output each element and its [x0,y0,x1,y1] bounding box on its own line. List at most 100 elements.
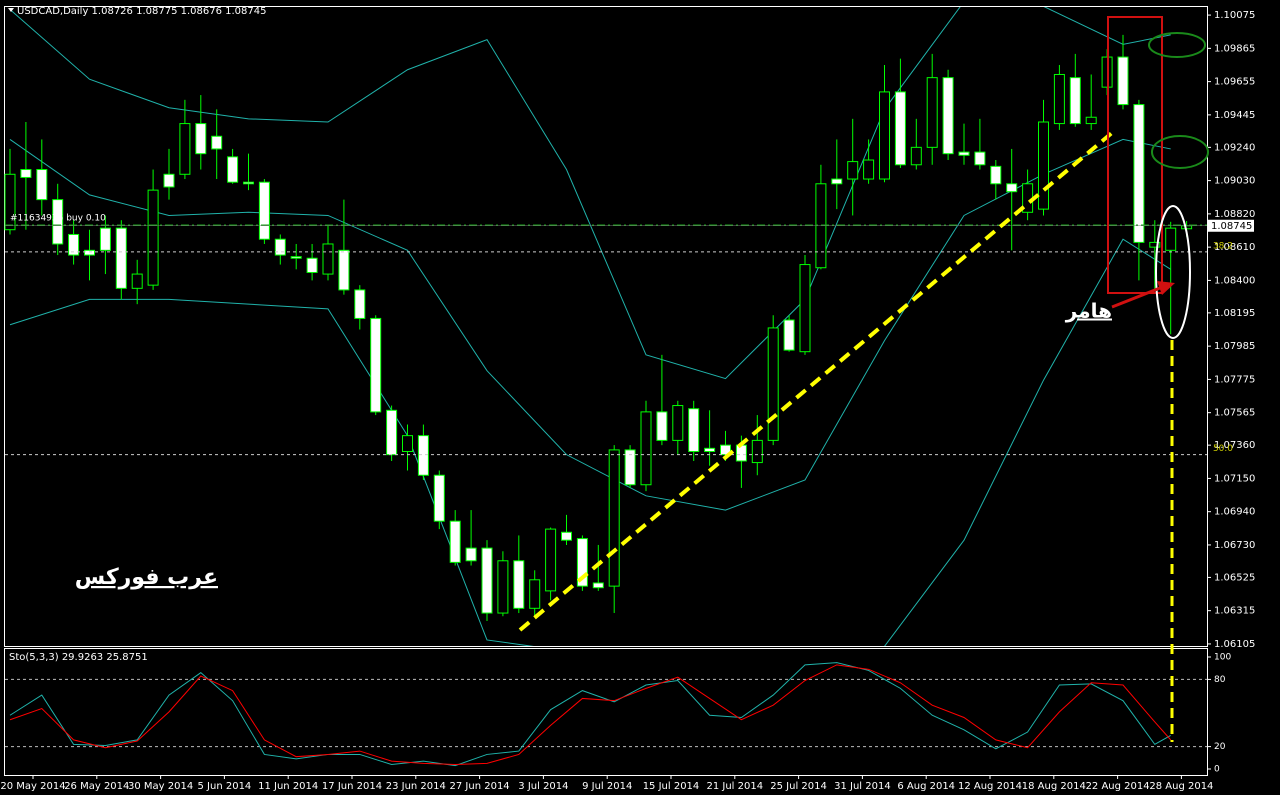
main-panel [4,6,1208,647]
y-tick-label: 1.08610 [1214,242,1255,253]
y-tick-label: 1.09445 [1214,110,1255,121]
candle-body [624,449,636,486]
y-tick-label: 1.06525 [1214,572,1255,583]
candle-body [942,77,954,155]
candle-body [84,249,95,256]
x-tick-label: 6 Aug 2014 [897,781,955,792]
y-tick-label: 20 [1214,742,1226,752]
y-tick-label: 1.07985 [1214,341,1255,352]
candle-body [1133,104,1145,243]
band-line [9,238,1171,646]
x-tick-label: 18 Aug 2014 [1022,781,1086,792]
y-tick-label: 100 [1214,653,1231,663]
y-tick-label: 1.09865 [1214,43,1255,54]
ellipse [1148,32,1206,58]
y-tick-label: 1.07360 [1214,440,1255,451]
candle-body [879,91,890,180]
candle-body [561,531,572,541]
x-tick-label: 28 Aug 2014 [1149,781,1213,792]
stoch-line [9,664,1172,766]
candle-body [147,189,159,286]
candle-body [1085,116,1097,125]
candle-body [831,178,843,185]
fib-label: 38.2 [1213,241,1233,251]
candle-body [338,249,350,291]
stochastic [5,662,1207,767]
annotation: هامر [1065,299,1112,323]
candle-body [910,146,922,166]
y-tick-label: 1.09030 [1214,176,1255,187]
annotation: عرب فوركس [75,565,218,590]
candle-body [592,582,604,589]
candle-body [513,560,525,609]
y-tick-label: 80 [1214,675,1226,685]
arrow [1111,286,1161,309]
candle-body [1149,241,1161,248]
candle-body [163,173,175,188]
candle-body [974,151,986,166]
x-tick-label: 21 Jul 2014 [706,781,763,792]
y-tick-label: 1.08400 [1214,275,1255,286]
x-tick-label: 22 Aug 2014 [1086,781,1150,792]
candle-body [497,560,509,614]
order-label: #11634935 buy 0.10 [10,213,106,223]
x-tick-label: 15 Jul 2014 [643,781,700,792]
y-tick-label: 0 [1214,765,1220,775]
candle-body [767,327,779,441]
candle-body [894,91,906,166]
y-tick-label: 1.09240 [1214,142,1255,153]
candle-body [783,319,795,351]
candle-body [1117,56,1129,106]
candle-body [640,411,652,486]
bollinger-bands [9,7,1171,646]
x-tick-label: 31 Jul 2014 [834,781,891,792]
candle-body [656,411,668,441]
candle-body [211,135,223,150]
ellipse [1155,205,1191,339]
candle-body [1038,121,1049,210]
candle-body [195,123,207,155]
candle-body [1053,73,1065,125]
y-tick-label: 1.10075 [1214,10,1255,21]
candle-body [958,151,970,156]
candle-body [481,547,493,614]
candle-body [433,474,445,522]
candle-body [115,227,127,289]
x-tick-label: 5 Jun 2014 [198,781,252,792]
x-tick-label: 17 Jun 2014 [322,781,382,792]
x-tick-label: 9 Jul 2014 [582,781,632,792]
candle-body [1165,227,1177,251]
y-tick-label: 1.07775 [1214,374,1255,385]
stoch-title: Sto(5,3,3) 29.9263 25.8751 [9,652,148,663]
x-tick-label: 30 May 2014 [128,781,193,792]
x-tick-label: 23 Jun 2014 [386,781,446,792]
candle-body [576,538,588,587]
y-tick-label: 1.07565 [1214,408,1255,419]
y-tick-label: 1.07150 [1214,473,1255,484]
overlays: 38.2 50.0 #11634935 buy 0.10 1.08745 [5,213,1254,456]
y-tick-label: 1.09655 [1214,77,1255,88]
candle-body [545,528,557,592]
candle-body [68,233,80,256]
price-tag-label: 1.08745 [1211,221,1252,232]
x-tick-label: 12 Aug 2014 [958,781,1022,792]
candle-body [290,256,302,259]
candle-body [274,238,286,256]
fib-label: 50.0 [1213,444,1233,454]
candle-body [688,408,700,452]
price-tag [1208,219,1254,232]
x-tick-label: 26 May 2014 [64,781,129,792]
candle-body [386,409,398,456]
candles [4,34,1193,621]
candle-body [863,159,875,180]
candle-body [227,156,239,183]
x-tick-label: 25 Jul 2014 [770,781,827,792]
candle-body [799,264,811,353]
candle-body [465,547,477,562]
candle-body [131,273,143,289]
candle-body [608,449,620,587]
candle-body [672,405,684,441]
candle-body [926,77,938,148]
